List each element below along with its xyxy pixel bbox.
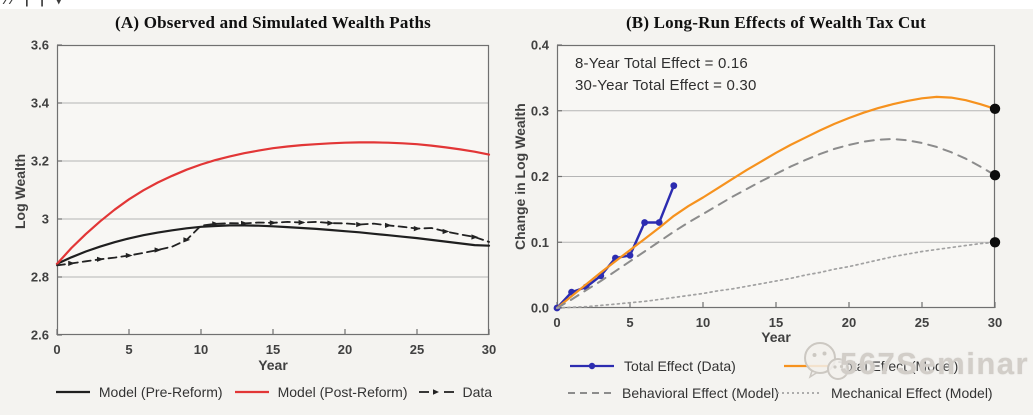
legend-item-total-effect-data: Total Effect (Data)	[568, 358, 736, 374]
legend-item-pre-reform: Model (Pre-Reform)	[54, 384, 223, 400]
svg-text:0.2: 0.2	[531, 169, 549, 184]
svg-text:5: 5	[626, 315, 633, 330]
line-swatch-pre-reform-icon	[55, 390, 90, 394]
annotation-30-year-effect: 30-Year Total Effect = 0.30	[575, 77, 757, 94]
annotation-8-year-effect: 8-Year Total Effect = 0.16	[575, 55, 748, 72]
line-swatch-post-reform-icon	[234, 390, 269, 394]
dotted-line-swatch-icon	[777, 392, 821, 394]
svg-text:10: 10	[696, 315, 710, 330]
svg-text:3.6: 3.6	[31, 38, 49, 53]
line-dot-swatch-icon	[570, 362, 614, 370]
panel-a-title: (A) Observed and Simulated Wealth Paths	[115, 13, 431, 32]
svg-text:15: 15	[769, 315, 783, 330]
legend-label-behavioral-effect: Behavioral Effect (Model)	[622, 385, 779, 401]
panel-b-title: (B) Long-Run Effects of Wealth Tax Cut	[625, 13, 927, 32]
legend-label-data: Data	[462, 384, 493, 400]
svg-text:25: 25	[915, 315, 929, 330]
legend-label-total-effect-model: Total Effect (Model)	[838, 358, 959, 374]
top-strip: ⁄⁄ | | ▾	[0, 0, 1033, 9]
svg-text:2.6: 2.6	[31, 328, 49, 343]
panel-a-plot: 0 5 10 15 20 25 30 2.6 2.8 3 3.2 3.4 3.6	[31, 38, 496, 358]
svg-text:3.4: 3.4	[31, 96, 50, 111]
svg-text:20: 20	[842, 315, 856, 330]
panel-b-x-axis-label: Year	[761, 329, 791, 345]
svg-text:25: 25	[410, 342, 424, 357]
svg-text:2.8: 2.8	[31, 270, 49, 285]
legend-label-total-effect-data: Total Effect (Data)	[624, 358, 736, 374]
dashed-line-swatch-icon	[568, 392, 612, 394]
legend-item-data: Data	[418, 384, 493, 400]
legend-label-post-reform: Model (Post-Reform)	[277, 384, 408, 400]
svg-text:3: 3	[42, 212, 49, 227]
legend-label-mechanical-effect: Mechanical Effect (Model)	[831, 385, 993, 401]
svg-text:30: 30	[482, 342, 496, 357]
panel-a-legend: Model (Pre-Reform) Model (Post-Reform) D…	[47, 384, 499, 400]
panel-b-annotations: 8-Year Total Effect = 0.16 30-Year Total…	[575, 53, 757, 97]
panel-b-y-axis-label: Change in Log Wealth	[512, 103, 528, 251]
legend-label-pre-reform: Model (Pre-Reform)	[98, 384, 223, 400]
panel-a-y-axis-label: Log Wealth	[12, 153, 28, 229]
svg-text:0: 0	[53, 342, 60, 357]
svg-text:20: 20	[338, 342, 352, 357]
legend-item-mechanical-effect: Mechanical Effect (Model)	[775, 385, 993, 401]
svg-text:0.4: 0.4	[531, 38, 550, 53]
legend-item-total-effect-model: Total Effect (Model)	[782, 358, 958, 374]
svg-text:0.0: 0.0	[531, 301, 549, 316]
legend-item-post-reform: Model (Post-Reform)	[233, 384, 408, 400]
svg-text:10: 10	[194, 342, 208, 357]
svg-text:30: 30	[988, 315, 1002, 330]
cropped-text-fragment: ⁄⁄ | | ▾	[5, 0, 66, 8]
svg-text:0: 0	[553, 315, 560, 330]
panel-b-plot: 0 5 10 15 20 25 30 0.0 0.1 0.2 0.3 0.4	[531, 38, 1002, 331]
svg-text:15: 15	[266, 342, 280, 357]
svg-text:5: 5	[125, 342, 132, 357]
svg-text:0.1: 0.1	[531, 235, 549, 250]
panel-a-x-axis-label: Year	[258, 357, 288, 373]
line-swatch-total-model-icon	[784, 364, 828, 368]
legend-item-behavioral-effect: Behavioral Effect (Model)	[566, 385, 779, 401]
svg-text:0.3: 0.3	[531, 103, 549, 118]
svg-text:3.2: 3.2	[31, 154, 49, 169]
dash-arrow-swatch-icon	[418, 389, 454, 395]
